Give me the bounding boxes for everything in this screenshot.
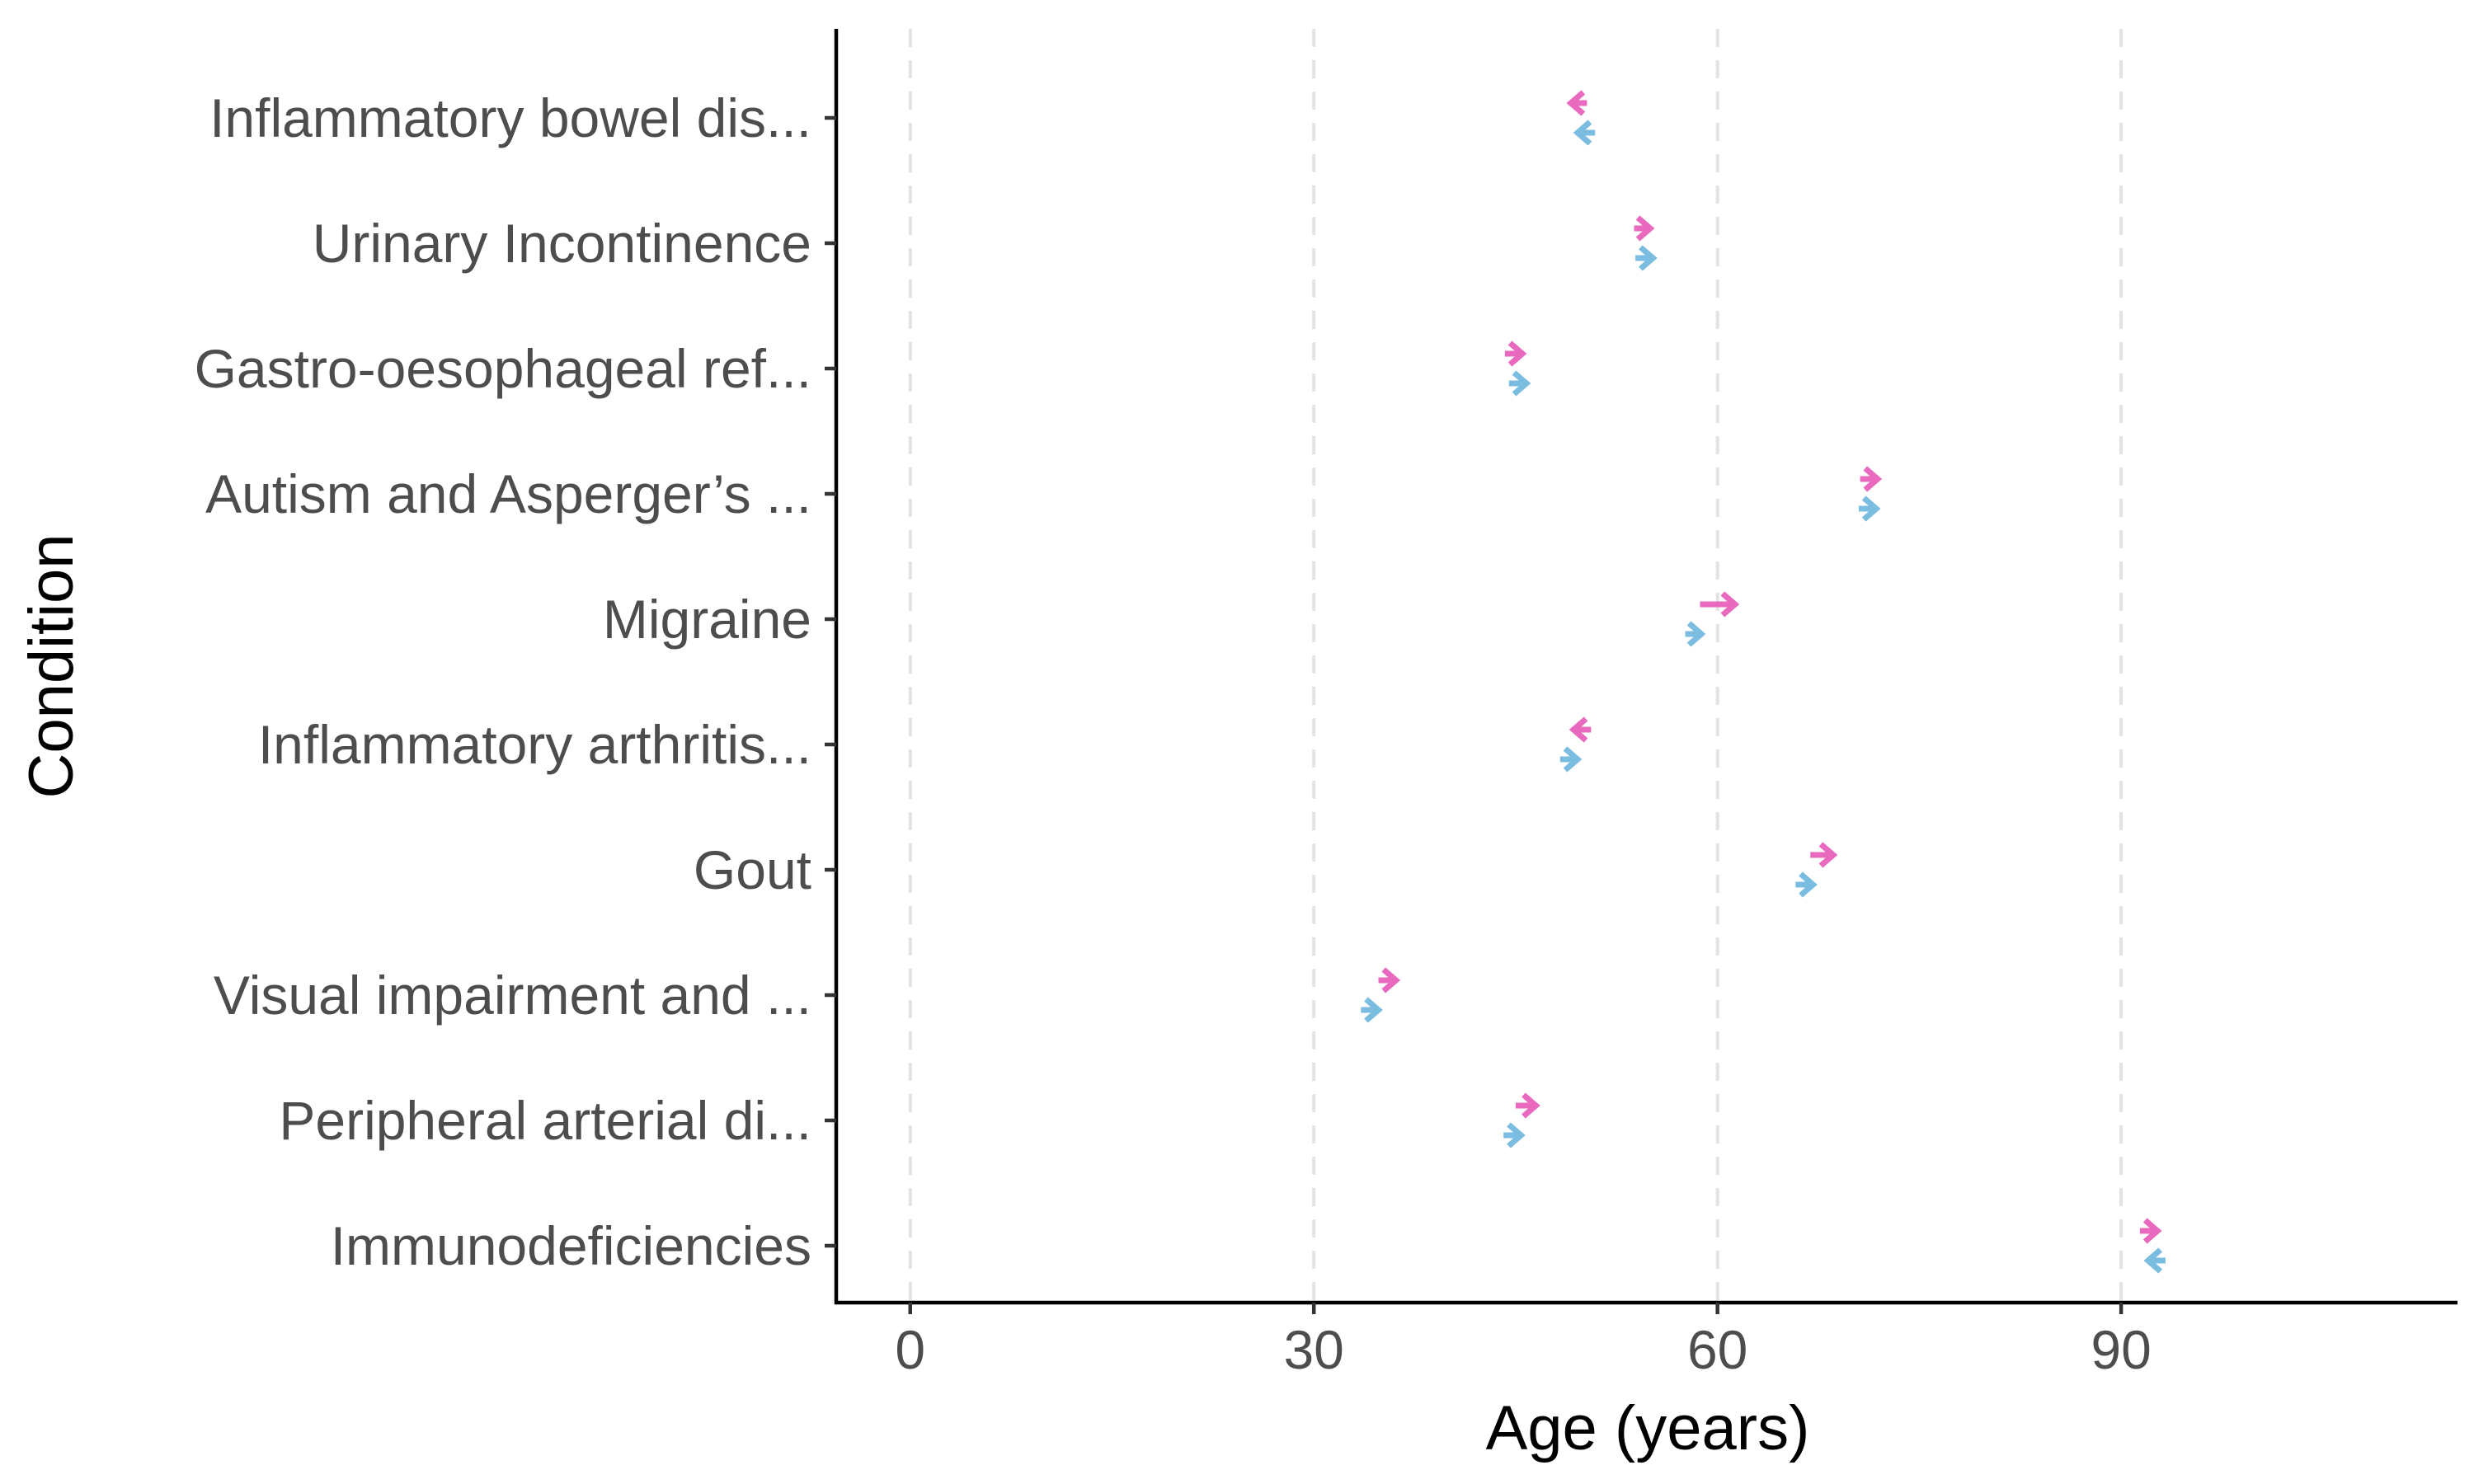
arrow-mark-series-2-row-8 bbox=[1361, 997, 1383, 1023]
x-tick-label: 60 bbox=[1687, 1319, 1747, 1380]
arrow-mark-series-1-row-9 bbox=[1515, 1092, 1540, 1119]
y-tick-label: Peripheral arterial di... bbox=[279, 1090, 811, 1151]
arrow-mark-series-1-row-5 bbox=[1700, 591, 1740, 618]
arrow-mark-series-1-row-6 bbox=[1569, 716, 1592, 743]
arrow-layer bbox=[1361, 90, 2166, 1274]
x-axis-title: Age (years) bbox=[1486, 1393, 1810, 1463]
x-tick-label: 30 bbox=[1283, 1319, 1343, 1380]
x-tick-label: 90 bbox=[2091, 1319, 2151, 1380]
tick-layer: 0 30 60 90 Inflammatory bowel dis... Urinary … bbox=[195, 87, 2152, 1380]
arrow-mark-series-1-row-4 bbox=[1860, 466, 1883, 492]
axis-layer bbox=[834, 29, 2458, 1305]
y-tick-label: Inflammatory bowel dis... bbox=[209, 87, 811, 148]
y-tick-label: Visual impairment and ... bbox=[214, 965, 811, 1026]
arrow-mark-series-1-row-8 bbox=[1378, 967, 1401, 993]
y-tick-label: Immunodeficiencies bbox=[331, 1215, 811, 1276]
arrow-mark-series-1-row-1 bbox=[1566, 90, 1587, 116]
y-tick-label: Urinary Incontinence bbox=[313, 213, 811, 274]
arrow-mark-series-2-row-1 bbox=[1573, 120, 1596, 146]
y-tick-label: Gastro-oesophageal ref... bbox=[195, 338, 811, 399]
arrow-mark-series-1-row-3 bbox=[1504, 340, 1527, 367]
y-tick-label: Gout bbox=[694, 839, 811, 900]
arrow-mark-series-2-row-10 bbox=[2143, 1247, 2166, 1274]
arrow-mark-series-2-row-7 bbox=[1795, 871, 1818, 898]
y-tick-label: Inflammatory arthritis... bbox=[258, 714, 811, 775]
arrow-mark-series-2-row-2 bbox=[1635, 245, 1658, 271]
arrow-mark-series-2-row-9 bbox=[1503, 1122, 1526, 1148]
y-axis-title: Condition bbox=[16, 533, 87, 798]
y-tick-label: Migraine bbox=[603, 589, 811, 650]
arrow-mark-series-2-row-5 bbox=[1685, 621, 1706, 647]
arrow-mark-series-2-row-3 bbox=[1508, 370, 1531, 397]
arrow-mark-series-1-row-2 bbox=[1634, 215, 1655, 242]
y-tick-label: Autism and Asperger’s ... bbox=[205, 463, 811, 524]
grid-layer bbox=[908, 29, 2124, 1301]
arrow-mark-series-2-row-4 bbox=[1858, 495, 1881, 522]
x-tick-label: 0 bbox=[895, 1319, 925, 1380]
arrow-mark-series-2-row-6 bbox=[1559, 746, 1583, 773]
arrow-mark-series-1-row-7 bbox=[1810, 842, 1838, 868]
arrow-mark-series-1-row-10 bbox=[2139, 1218, 2162, 1244]
